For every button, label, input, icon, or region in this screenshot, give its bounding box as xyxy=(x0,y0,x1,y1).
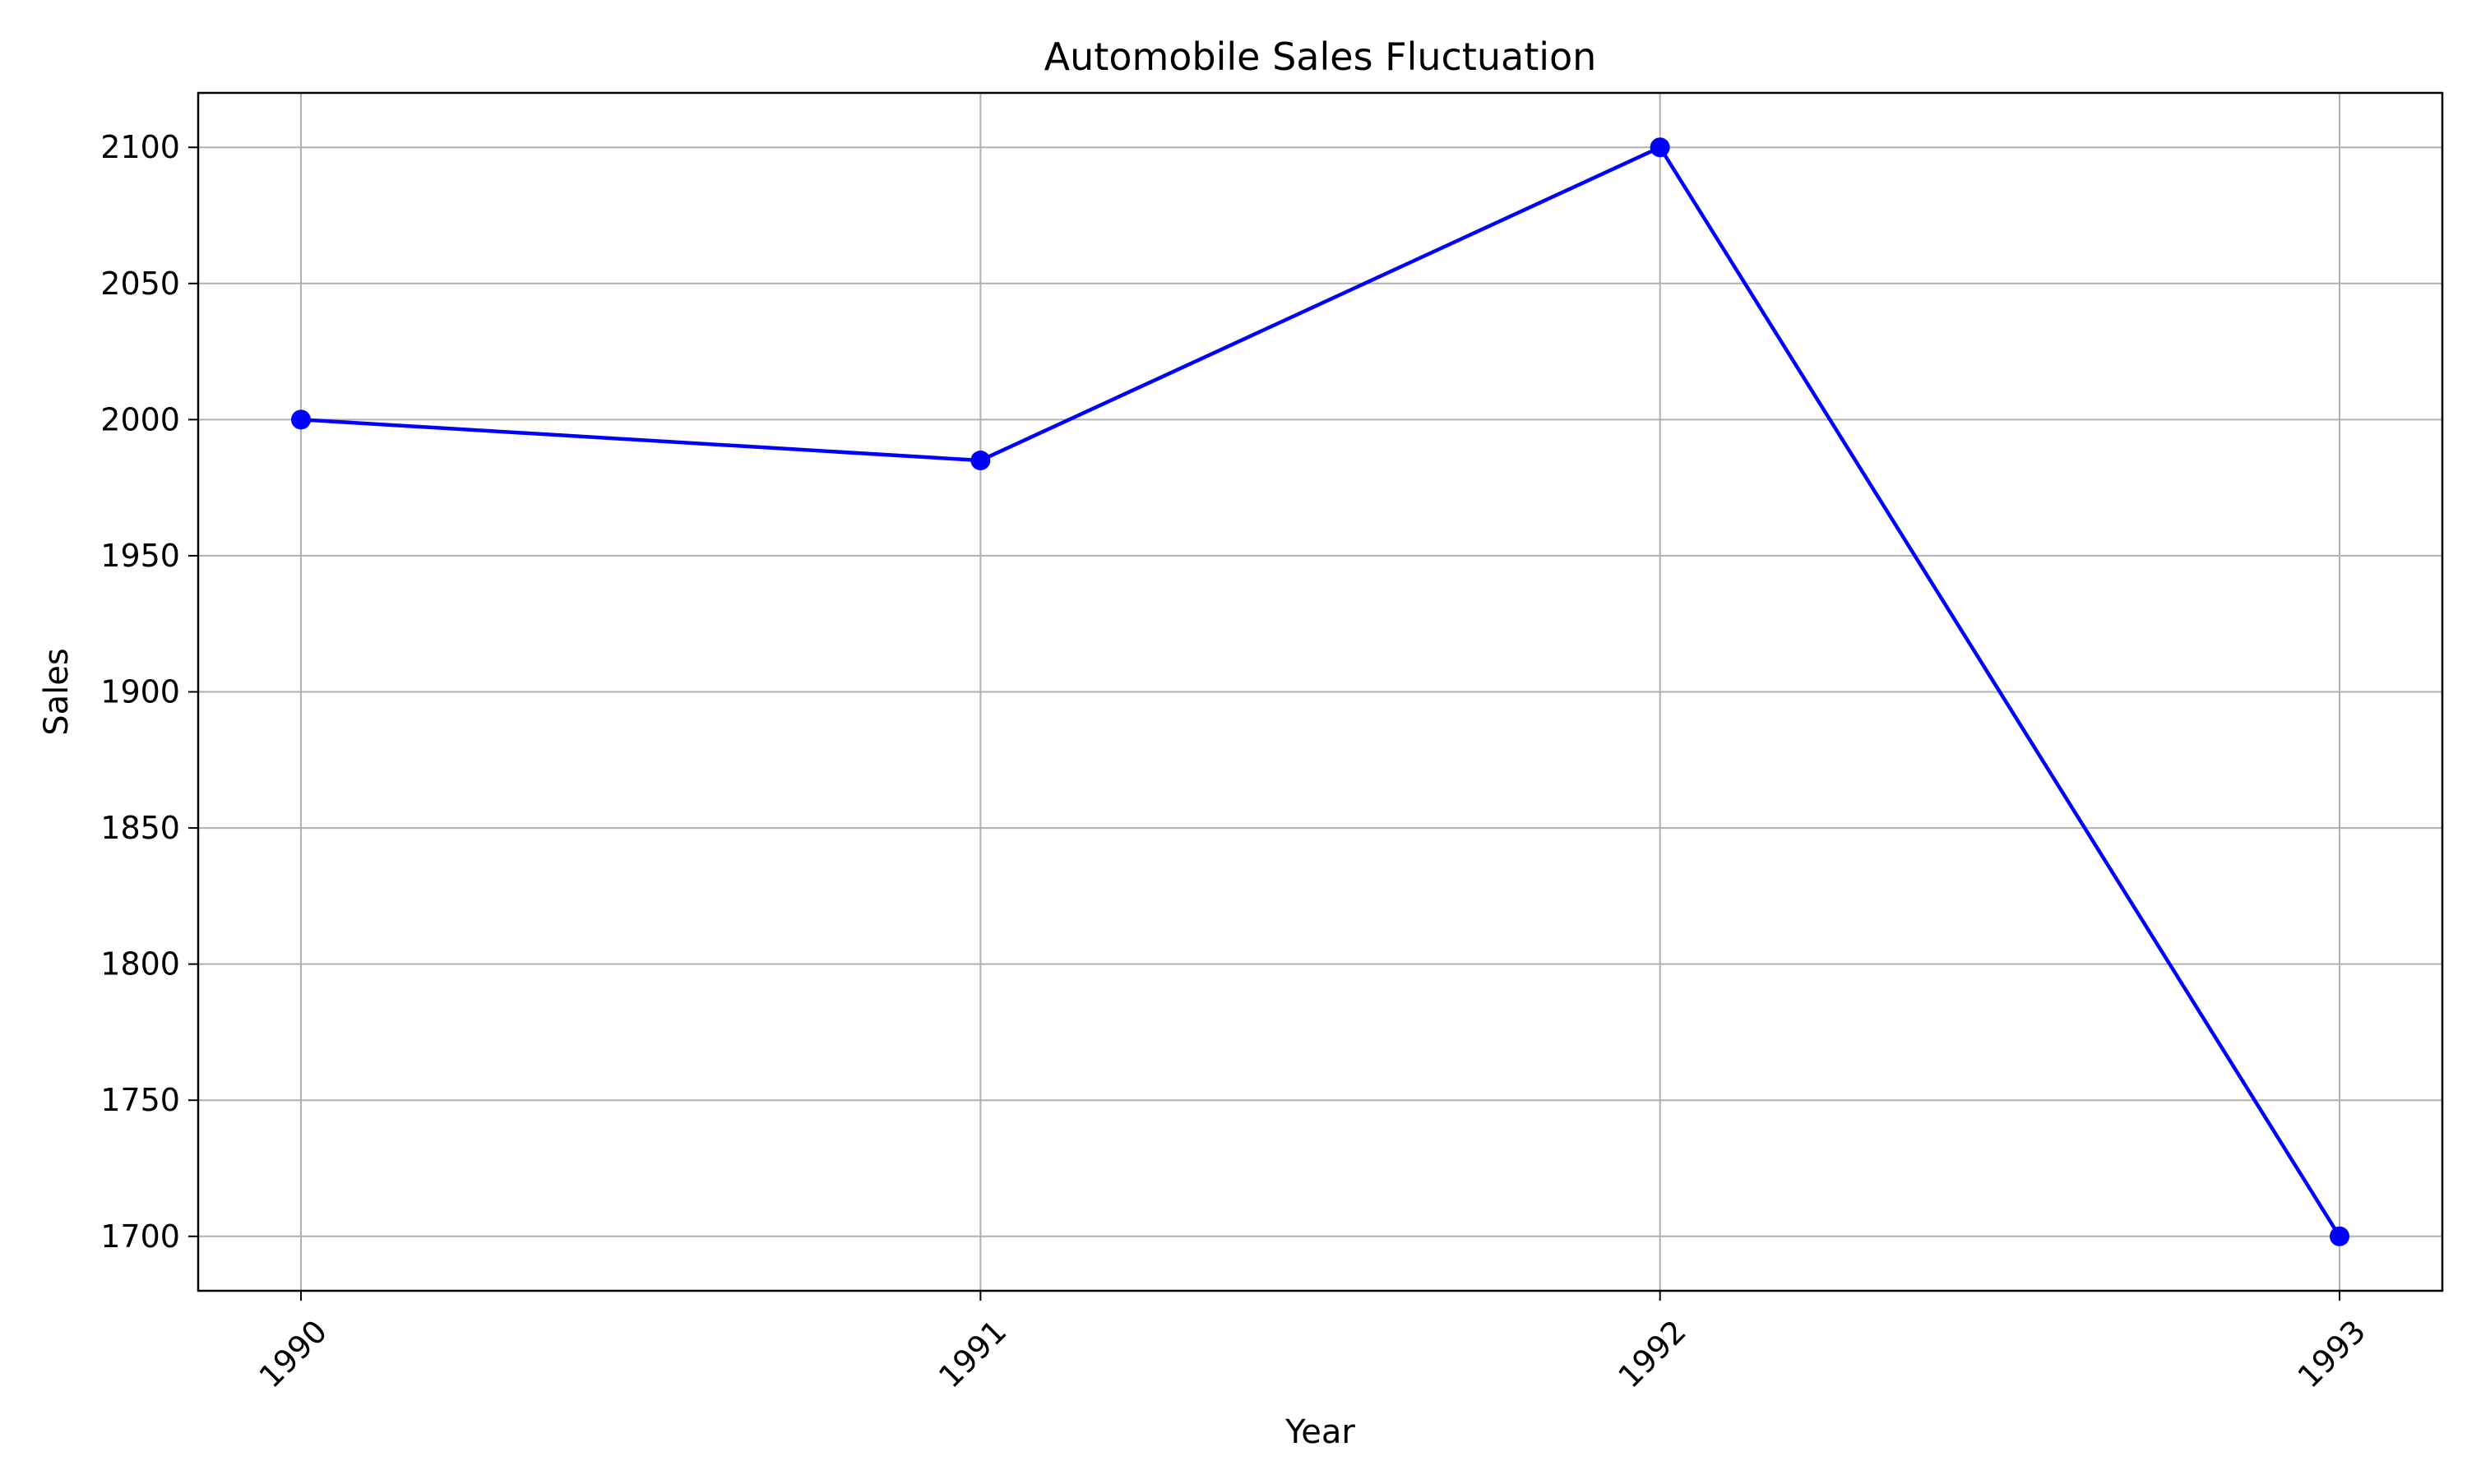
data-point xyxy=(291,409,311,430)
y-tick-label: 1950 xyxy=(100,538,180,574)
y-tick-label: 1800 xyxy=(100,946,180,982)
y-tick-label: 1750 xyxy=(100,1082,180,1118)
series-line xyxy=(300,145,2341,1237)
x-axis-label: Year xyxy=(1284,1413,1355,1451)
series-layer xyxy=(291,137,2349,1246)
x-tick-label: 1991 xyxy=(932,1313,1014,1395)
ticks: 1700 1750 1800 1850 1900 1950 2000 2050 2100 1990… xyxy=(100,129,2372,1394)
y-tick-label: 1850 xyxy=(100,810,180,846)
data-point xyxy=(970,451,991,471)
x-tick-label: 1992 xyxy=(1611,1313,1693,1395)
y-axis-label: Sales xyxy=(38,648,76,735)
data-point xyxy=(1650,137,1670,158)
y-tick-label: 2000 xyxy=(100,401,180,437)
chart-title: Automobile Sales Fluctuation xyxy=(1044,35,1597,79)
y-tick-label: 2050 xyxy=(100,266,180,302)
y-tick-label: 1900 xyxy=(100,674,180,710)
data-point xyxy=(2330,1226,2349,1246)
x-tick-label: 1990 xyxy=(252,1313,335,1395)
x-tick-label: 1993 xyxy=(2291,1313,2373,1395)
grid xyxy=(198,93,2442,1291)
y-tick-label: 2100 xyxy=(100,129,180,165)
y-tick-label: 1700 xyxy=(100,1218,180,1255)
